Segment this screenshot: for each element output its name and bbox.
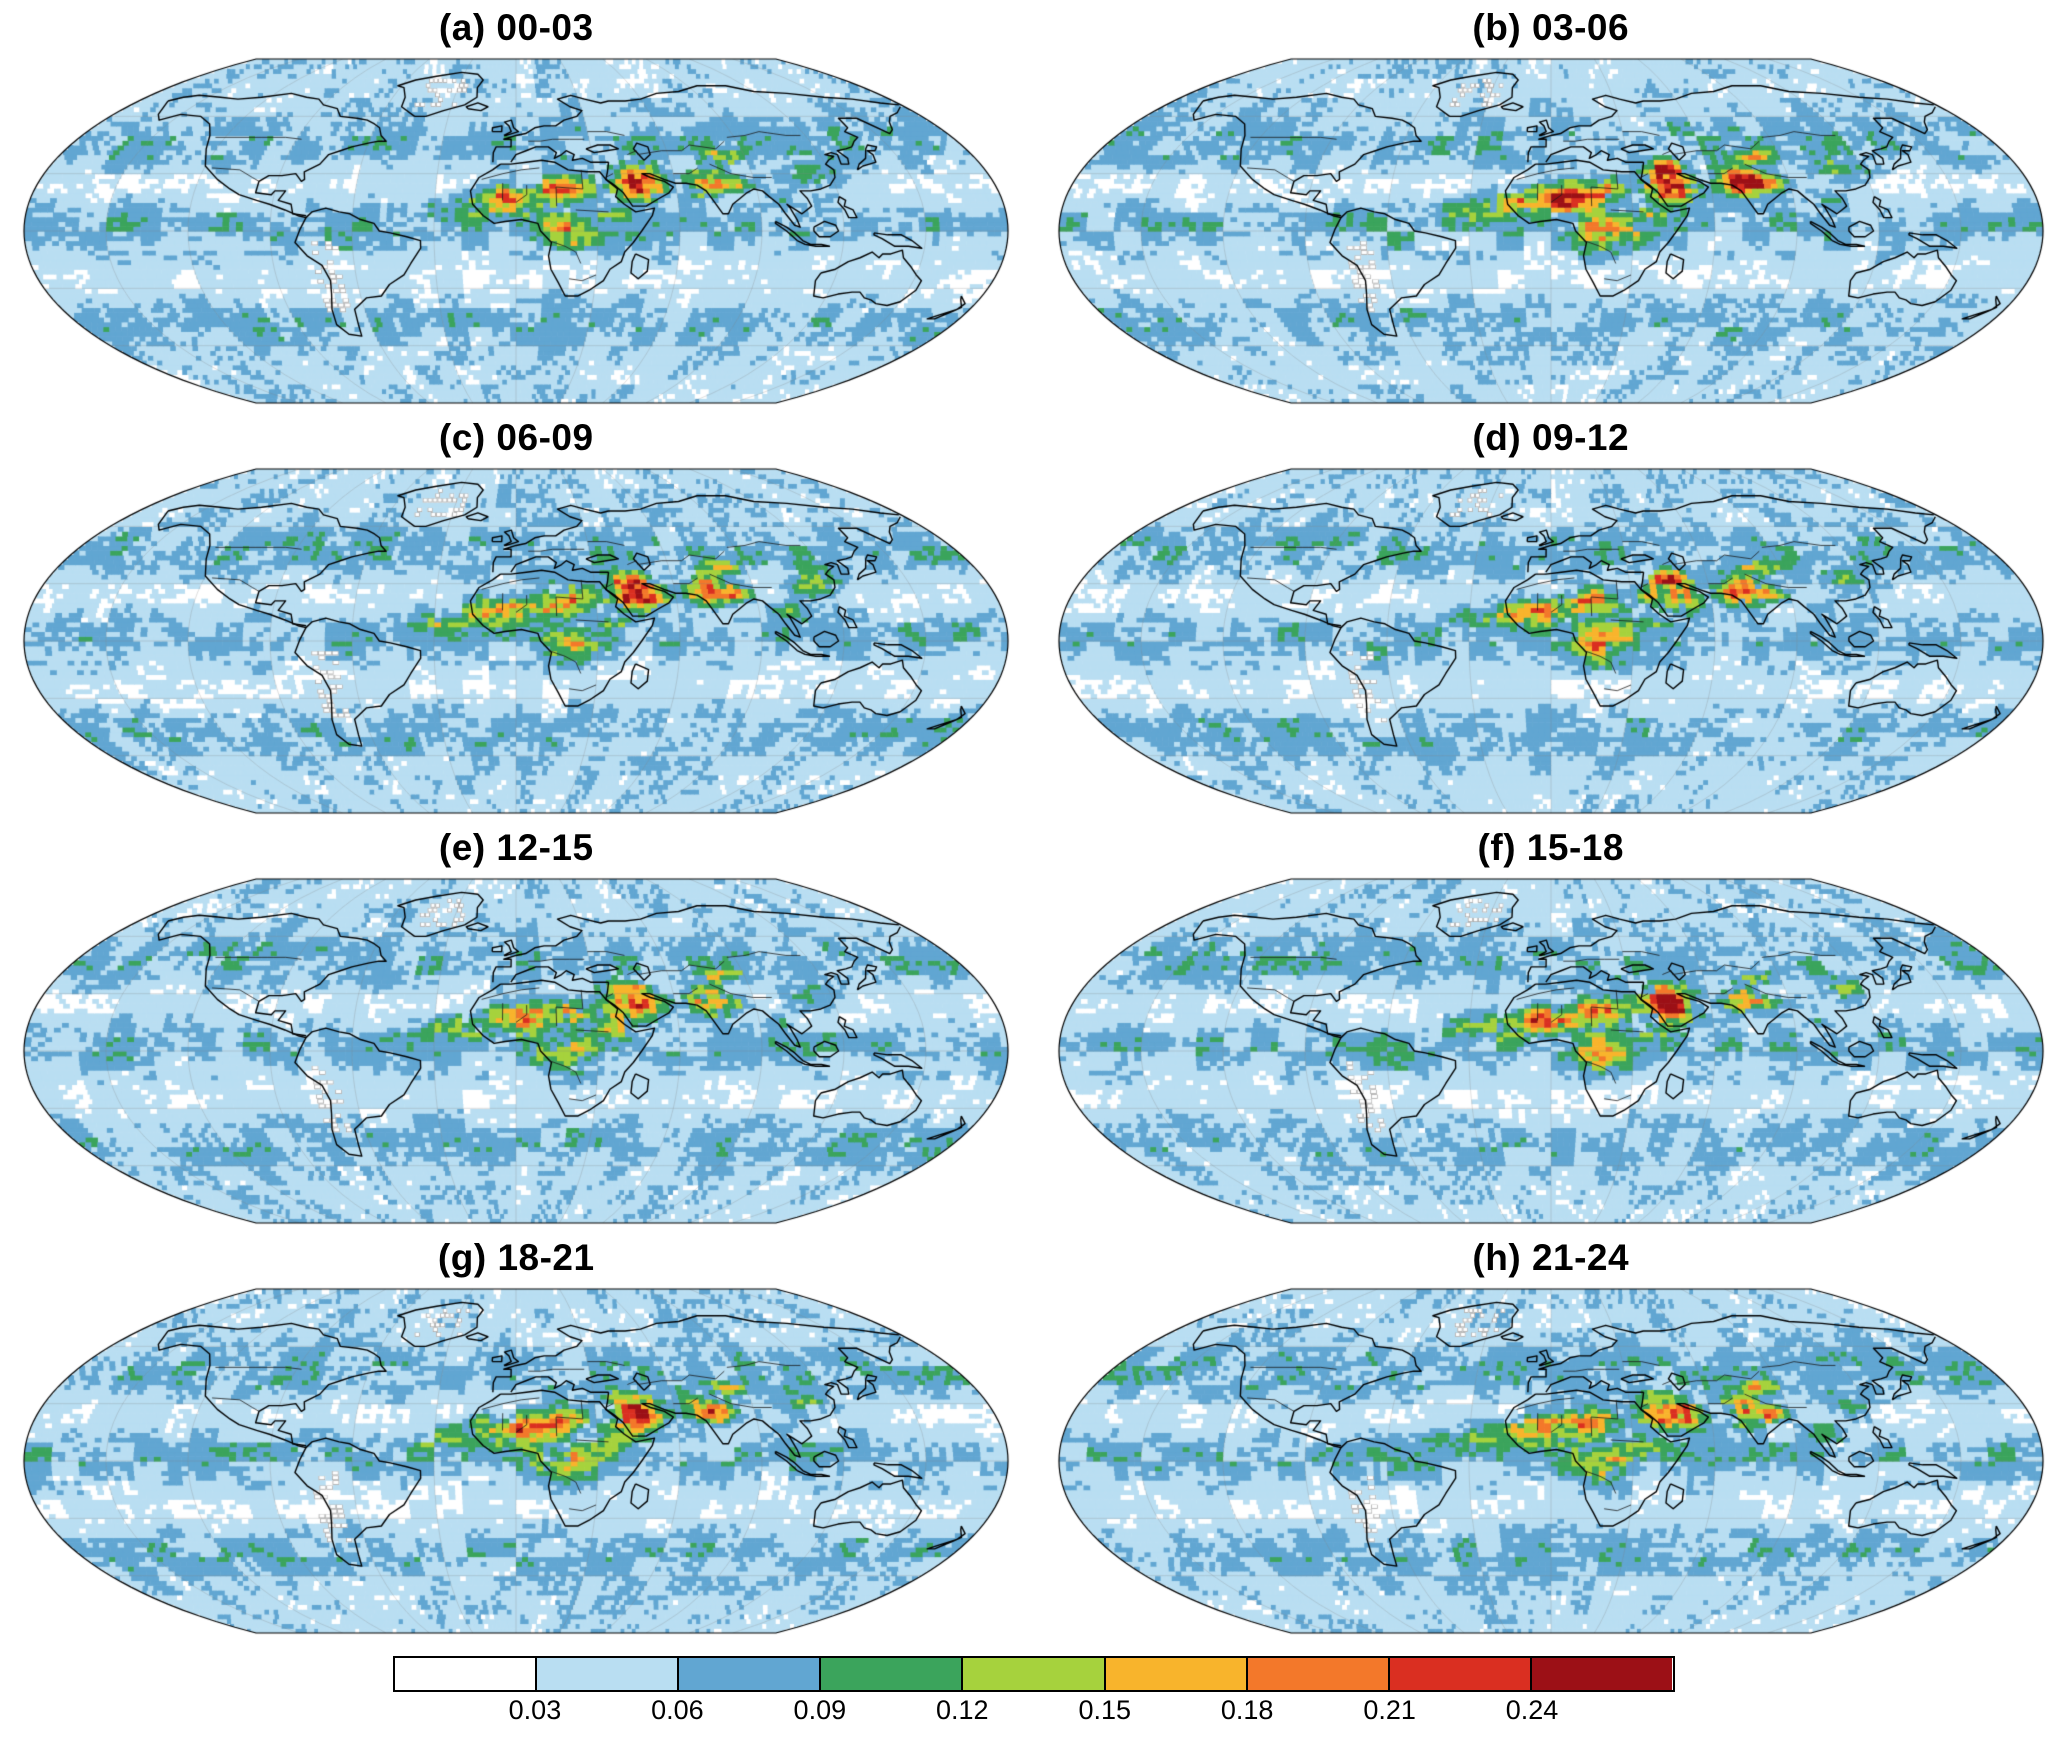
- colorbar-tick-0.18: 0.18: [1220, 1695, 1274, 1725]
- panel-title-e: (e) 12-15: [438, 827, 594, 868]
- map-panel-a: (a) 00-03: [12, 4, 1021, 410]
- colorbar-swatch-0: [394, 1658, 535, 1690]
- colorbar-swatch-2: [676, 1658, 820, 1690]
- panel-title-g: (g) 18-21: [437, 1237, 595, 1278]
- colorbar-swatches: [392, 1656, 1675, 1692]
- panel-title-b: (b) 03-06: [1472, 7, 1630, 48]
- map-panel-e: (e) 12-15: [12, 824, 1021, 1230]
- world-map-canvas-f: [1050, 872, 2051, 1230]
- world-map-canvas-g: [16, 1282, 1017, 1640]
- colorbar-ticks: 0.03 0.06 0.09 0.12 0.15 0.18 0.21 0.24: [393, 1692, 1675, 1726]
- world-map-canvas-c: [16, 462, 1017, 820]
- colorbar-swatch-5: [1103, 1658, 1246, 1690]
- colorbar-swatch-6: [1245, 1658, 1389, 1690]
- map-panel-g: (g) 18-21: [12, 1234, 1021, 1640]
- colorbar-tick-0.12: 0.12: [935, 1695, 989, 1725]
- colorbar: 0.03 0.06 0.09 0.12 0.15 0.18 0.21 0.24: [392, 1656, 1675, 1726]
- map-panel-f: (f) 15-18: [1047, 824, 2056, 1230]
- colorbar-swatch-7: [1388, 1658, 1531, 1690]
- world-map-canvas-h: [1050, 1282, 2051, 1640]
- colorbar-tick-0.24: 0.24: [1505, 1695, 1559, 1725]
- map-panel-b: (b) 03-06: [1047, 4, 2056, 410]
- panel-title-c: (c) 06-09: [438, 417, 594, 458]
- colorbar-tick-0.03: 0.03: [508, 1695, 562, 1725]
- panel-title-a: (a) 00-03: [438, 7, 594, 48]
- map-panel-d: (d) 09-12: [1047, 414, 2056, 820]
- colorbar-tick-0.15: 0.15: [1078, 1695, 1131, 1725]
- colorbar-swatch-8: [1530, 1658, 1673, 1690]
- map-panel-h: (h) 21-24: [1047, 1234, 2056, 1640]
- colorbar-swatch-4: [961, 1658, 1104, 1690]
- panel-title-d: (d) 09-12: [1472, 417, 1630, 458]
- world-map-canvas-e: [16, 872, 1017, 1230]
- colorbar-tick-0.06: 0.06: [651, 1695, 704, 1725]
- map-panel-c: (c) 06-09: [12, 414, 1021, 820]
- colorbar-tick-0.09: 0.09: [793, 1695, 847, 1725]
- colorbar-swatch-1: [534, 1658, 677, 1690]
- colorbar-tick-0.21: 0.21: [1363, 1695, 1416, 1725]
- colorbar-swatch-3: [819, 1658, 962, 1690]
- world-map-canvas-d: [1050, 462, 2051, 820]
- world-map-canvas-a: [16, 52, 1017, 410]
- panel-title-f: (f) 15-18: [1477, 827, 1624, 868]
- panel-title-h: (h) 21-24: [1472, 1237, 1630, 1278]
- panel-grid: (a) 00-03 (b) 03-06 (c) 06-09 (d) 09-12 …: [12, 4, 2055, 1640]
- world-map-canvas-b: [1050, 52, 2051, 410]
